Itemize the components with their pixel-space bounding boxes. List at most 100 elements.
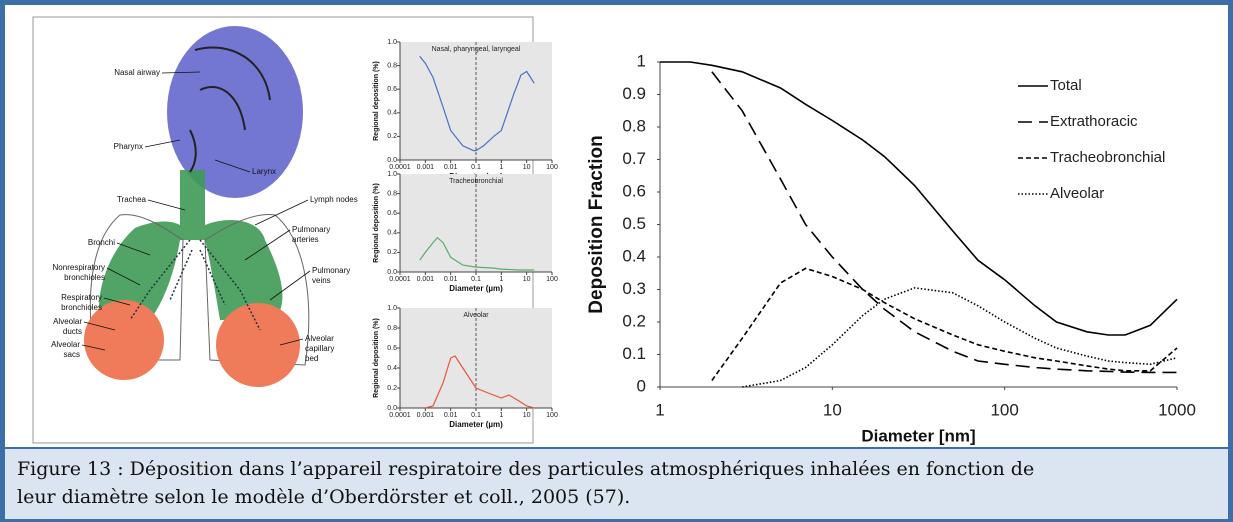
airways-region: [99, 170, 283, 320]
x-tick-label: 100: [546, 276, 558, 283]
figure: Nasal airway Pharynx Larynx Trachea Lymph no…: [32, 16, 1196, 445]
x-tick-label: 0.1: [471, 412, 481, 419]
y-tick-label: 0.8: [387, 62, 397, 69]
series-line: [419, 236, 535, 271]
x-axis-title: Diameter (µm): [449, 284, 503, 293]
y-tick-label: 0.6: [387, 210, 397, 217]
bronchi-sketch: [129, 239, 261, 331]
leader-line: [106, 267, 141, 286]
anatomy-label: Alveolar: [305, 334, 334, 343]
series-line: [711, 71, 1177, 374]
y-tick-label: 0.8: [387, 325, 397, 332]
leader-line: [161, 71, 201, 74]
x-tick-label: 1: [655, 400, 664, 419]
chart: 0.0 0.2 0.4 0.6 0.8 1.0 0.0001 0.001 0.01 0.1 1 10 1…: [373, 171, 558, 293]
anatomy-label: Lymph nodes: [310, 195, 358, 204]
x-axis-title: Diameter (µm): [449, 420, 503, 429]
y-axis-title: Regional deposition (%): [373, 318, 380, 398]
y-tick-label: 0.2: [387, 385, 397, 392]
anatomy-label: Respiratory: [61, 293, 102, 302]
anatomy-label: arteries: [292, 235, 319, 244]
y-tick-label: 0.2: [622, 311, 646, 330]
y-tick-label: 0.6: [387, 86, 397, 93]
x-tick-label: 0.001: [417, 164, 435, 171]
y-tick-label: 0.0: [387, 157, 397, 164]
x-tick-label: 0.01: [444, 412, 458, 419]
series-line: [711, 267, 1178, 381]
y-tick-label: 0.9: [622, 84, 646, 103]
x-tick-label: 0.1: [471, 276, 481, 283]
x-tick-label: 0.01: [444, 164, 458, 171]
x-axis-title: Diameter [nm]: [861, 426, 975, 445]
x-tick-label: 0.001: [417, 412, 435, 419]
caption: Figure 13 : Déposition dans l’appareil r…: [5, 447, 1228, 519]
leader-line: [116, 242, 151, 256]
y-tick-label: 0.0: [387, 269, 397, 276]
y-tick-label: 0: [637, 376, 646, 395]
y-axis-title: Deposition Fraction: [586, 135, 607, 313]
y-tick-label: 1.0: [387, 171, 397, 178]
leader-line: [81, 344, 106, 351]
anatomy-label: Pulmonary: [292, 225, 330, 234]
x-tick-label: 100: [546, 164, 558, 171]
y-tick-label: 0.3: [622, 279, 646, 298]
x-tick-label: 0.1: [471, 164, 481, 171]
nasal-region: [167, 26, 303, 198]
x-tick-label: 0.0001: [389, 164, 411, 171]
anatomy-label: Larynx: [252, 167, 276, 176]
series-line: [660, 61, 1178, 336]
y-tick-label: 0.4: [387, 230, 397, 237]
anatomy-label: Pharynx: [114, 142, 143, 151]
series-line: [425, 355, 535, 409]
x-tick-label: 0.01: [444, 276, 458, 283]
leader-line: [144, 139, 181, 148]
y-tick-label: 0.2: [387, 249, 397, 256]
x-tick-label: 0.0001: [389, 412, 411, 419]
leader-line: [254, 199, 309, 226]
x-tick-label: 10: [523, 276, 531, 283]
y-tick-label: 1.0: [387, 39, 397, 46]
y-tick-label: 0.2: [387, 133, 397, 140]
airway-sketch: [189, 46, 271, 173]
x-tick-label: 10: [523, 412, 531, 419]
anatomy-label: Pulmonary: [312, 266, 350, 275]
series-line: [419, 55, 535, 152]
caption-line: leur diamètre selon le modèle d’Oberdörs…: [17, 486, 631, 508]
anatomy-label: Nasal airway: [114, 68, 160, 77]
legend-label: Alveolar: [1050, 185, 1104, 202]
x-tick-label: 1: [499, 412, 503, 419]
chart-title: Tracheobronchial: [449, 178, 503, 185]
anatomy-label: veins: [312, 276, 331, 285]
y-tick-label: 0.8: [622, 116, 646, 135]
alveolar-region: [216, 303, 300, 387]
chart: 0.0 0.2 0.4 0.6 0.8 1.0 0.0001 0.001 0.01 0.1 1 10 1…: [373, 305, 558, 429]
anatomy-label: bronchioles: [64, 273, 105, 282]
plot-background: [400, 42, 552, 160]
anatomy-label: bed: [305, 354, 318, 363]
chart-title: Nasal, pharyngeal, laryngeal: [432, 46, 521, 53]
leader-line: [103, 297, 131, 306]
legend-label: Extrathoracic: [1050, 113, 1138, 130]
y-tick-label: 0.6: [622, 181, 646, 200]
plot-background: [400, 174, 552, 272]
anatomy-label: Alveolar: [51, 340, 80, 349]
x-tick-label: 1: [499, 164, 503, 171]
y-tick-label: 0.0: [387, 405, 397, 412]
y-tick-label: 0.4: [387, 110, 397, 117]
anatomy-label: Alveolar: [53, 317, 82, 326]
leader-line: [147, 199, 186, 211]
x-tick-label: 0.0001: [389, 276, 411, 283]
y-tick-label: 0.7: [622, 149, 646, 168]
y-tick-label: 1: [637, 51, 646, 70]
legend-label: Tracheobronchial: [1050, 149, 1165, 166]
anatomy-label: bronchioles: [61, 303, 102, 312]
anatomy-label: capillary: [305, 344, 334, 353]
y-tick-label: 1.0: [387, 305, 397, 312]
leader-line: [214, 159, 251, 173]
series-line: [742, 287, 1178, 388]
chart: 0 0.1 0.2 0.3 0.4 0.5 0.6 0.7 0.8 0.9 1 1 10 100 1000 D…: [586, 51, 1196, 445]
x-tick-label: 1000: [1158, 400, 1196, 419]
y-tick-label: 0.6: [387, 345, 397, 352]
y-tick-label: 0.5: [622, 214, 646, 233]
right-lung-outline: [204, 214, 310, 366]
